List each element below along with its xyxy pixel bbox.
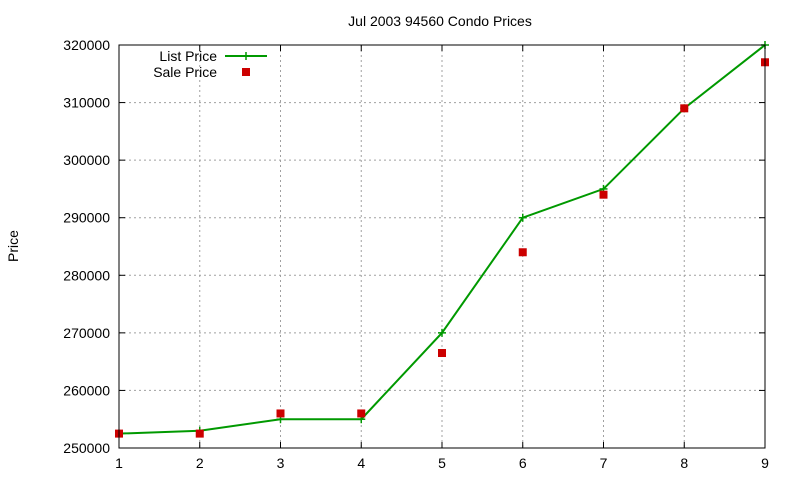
y-tick-label: 270000 [63,325,110,341]
y-tick-label: 250000 [63,440,110,456]
data-point [438,349,446,358]
y-tick-label: 260000 [63,382,110,398]
legend-label: List Price [159,48,217,64]
data-point [518,248,527,257]
plot-frame [118,44,766,449]
legend-label: Sale Price [153,64,217,80]
data-point [680,104,689,113]
grid-lines [119,45,765,448]
legend-marker [242,52,250,60]
y-tick-label: 280000 [63,267,110,283]
y-axis-label: Price [5,230,21,262]
chart-title: Jul 2003 94560 Condo Prices [348,13,532,29]
y-tick-label: 320000 [63,37,110,53]
axis-ticks: 1 2 3 4 5 6 7 8 9 250000 260000 270000 280000 290000 3… [63,37,769,471]
x-tick-label: 1 [115,455,123,471]
data-point [438,328,446,337]
data-point [599,190,608,199]
x-tick-label: 8 [680,455,688,471]
y-tick-label: 310000 [63,95,110,111]
legend-marker [242,68,250,76]
y-tick-label: 290000 [63,210,110,226]
data-point [518,213,527,222]
x-tick-label: 6 [519,455,527,471]
data-point [276,409,285,418]
y-tick-label: 300000 [63,152,110,168]
data-point [357,409,366,418]
x-tick-label: 5 [438,455,446,471]
data-point [195,429,204,438]
x-tick-label: 2 [196,455,204,471]
x-tick-label: 4 [357,455,365,471]
x-tick-label: 7 [600,455,608,471]
x-tick-label: 3 [277,455,285,471]
x-tick-label: 9 [761,455,769,471]
